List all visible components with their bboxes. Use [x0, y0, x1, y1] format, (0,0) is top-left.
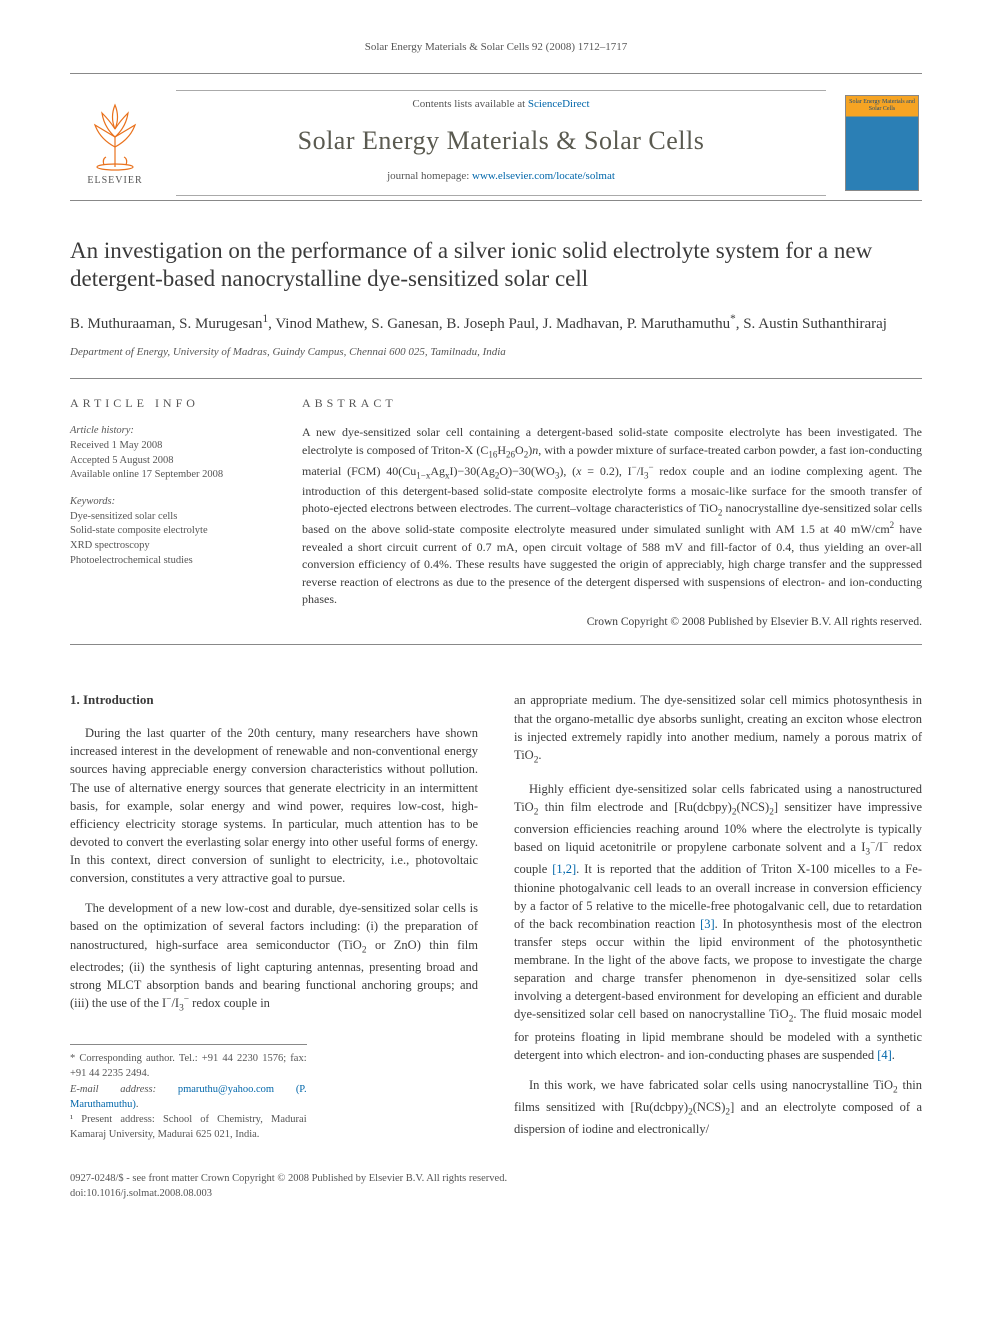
present-address-line: ¹ Present address: School of Chemistry, … [70, 1112, 307, 1142]
body-paragraph: In this work, we have fabricated solar c… [514, 1076, 922, 1138]
body-paragraph: an appropriate medium. The dye-sensitize… [514, 691, 922, 767]
masthead-center: Contents lists available at ScienceDirec… [176, 90, 826, 195]
running-head: Solar Energy Materials & Solar Cells 92 … [70, 40, 922, 55]
article-affiliation: Department of Energy, University of Madr… [70, 345, 922, 360]
info-top-rule [70, 378, 922, 379]
article-authors: B. Muthuraaman, S. Murugesan1, Vinod Mat… [70, 312, 922, 335]
front-matter-copyright: 0927-0248/$ - see front matter Crown Cop… [70, 1172, 922, 1187]
header-rule [70, 73, 922, 74]
journal-homepage-link[interactable]: www.elsevier.com/locate/solmat [472, 170, 615, 182]
email-suffix: . [136, 1099, 139, 1110]
history-online: Available online 17 September 2008 [70, 468, 270, 483]
keywords-label: Keywords: [70, 495, 270, 510]
corresponding-author-line: * Corresponding author. Tel.: +91 44 223… [70, 1051, 307, 1081]
email-line: E-mail address: pmaruthu@yahoo.com (P. M… [70, 1082, 307, 1112]
publisher-logo-block: ELSEVIER [70, 97, 160, 188]
contents-prefix: Contents lists available at [412, 98, 527, 110]
journal-homepage-line: journal homepage: www.elsevier.com/locat… [176, 169, 826, 184]
keyword-item: Solid-state composite electrolyte [70, 524, 270, 539]
article-title: An investigation on the performance of a… [70, 237, 922, 295]
body-right-column: an appropriate medium. The dye-sensitize… [514, 691, 922, 1150]
body-paragraph: During the last quarter of the 20th cent… [70, 724, 478, 887]
abstract-body: A new dye-sensitized solar cell containi… [302, 424, 922, 608]
correspondence-block: * Corresponding author. Tel.: +91 44 223… [70, 1044, 307, 1142]
publisher-name: ELSEVIER [87, 174, 142, 188]
sciencedirect-link[interactable]: ScienceDirect [528, 98, 590, 110]
cover-image: Solar Energy Materials and Solar Cells [845, 95, 919, 191]
journal-masthead: ELSEVIER Contents lists available at Sci… [70, 90, 922, 195]
cover-label: Solar Energy Materials and Solar Cells [849, 99, 915, 112]
section-heading-introduction: 1. Introduction [70, 691, 478, 710]
history-label: Article history: [70, 424, 270, 439]
doi-line: doi:10.1016/j.solmat.2008.08.003 [70, 1187, 922, 1202]
article-meta-row: ARTICLE INFO Article history: Received 1… [70, 395, 922, 630]
abstract-copyright: Crown Copyright © 2008 Published by Else… [302, 614, 922, 630]
article-info-head: ARTICLE INFO [70, 395, 270, 412]
history-received: Received 1 May 2008 [70, 439, 270, 454]
article-info-block: ARTICLE INFO Article history: Received 1… [70, 395, 270, 630]
keyword-item: Photoelectrochemical studies [70, 554, 270, 569]
elsevier-tree-icon [80, 97, 150, 171]
contents-available-line: Contents lists available at ScienceDirec… [176, 97, 826, 112]
body-two-column: 1. Introduction During the last quarter … [70, 691, 922, 1150]
masthead-bottom-rule [70, 200, 922, 201]
body-left-column: 1. Introduction During the last quarter … [70, 691, 478, 1150]
journal-cover-thumb: Solar Energy Materials and Solar Cells [842, 95, 922, 191]
body-paragraph: The development of a new low-cost and du… [70, 899, 478, 1016]
homepage-prefix: journal homepage: [387, 170, 472, 182]
history-accepted: Accepted 5 August 2008 [70, 454, 270, 469]
keyword-item: XRD spectroscopy [70, 539, 270, 554]
email-label: E-mail address: [70, 1084, 178, 1095]
body-paragraph: Highly efficient dye-sensitized solar ce… [514, 780, 922, 1064]
page-footer: 0927-0248/$ - see front matter Crown Cop… [70, 1172, 922, 1201]
journal-title: Solar Energy Materials & Solar Cells [176, 123, 826, 159]
abstract-head: ABSTRACT [302, 395, 922, 412]
abstract-block: ABSTRACT A new dye-sensitized solar cell… [302, 395, 922, 630]
keyword-item: Dye-sensitized solar cells [70, 510, 270, 525]
info-bottom-rule [70, 644, 922, 645]
